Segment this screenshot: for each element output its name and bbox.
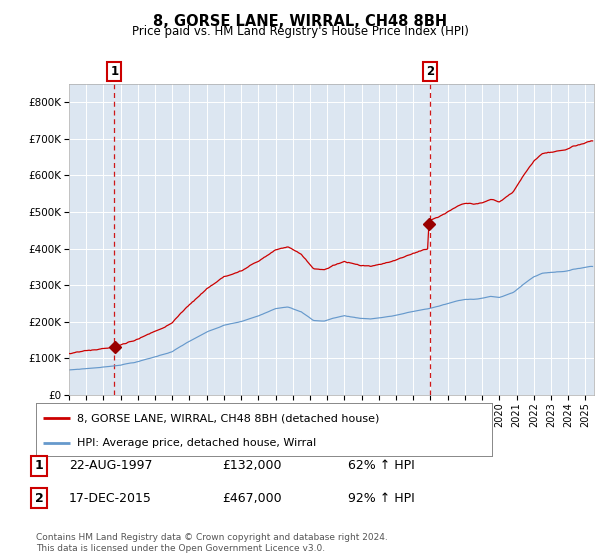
Text: £467,000: £467,000 [222, 492, 281, 505]
Text: 8, GORSE LANE, WIRRAL, CH48 8BH: 8, GORSE LANE, WIRRAL, CH48 8BH [153, 14, 447, 29]
Text: 62% ↑ HPI: 62% ↑ HPI [348, 459, 415, 473]
Text: Price paid vs. HM Land Registry's House Price Index (HPI): Price paid vs. HM Land Registry's House … [131, 25, 469, 38]
Text: 1: 1 [35, 459, 43, 473]
Text: 1: 1 [110, 66, 118, 78]
Text: £132,000: £132,000 [222, 459, 281, 473]
Text: 92% ↑ HPI: 92% ↑ HPI [348, 492, 415, 505]
Text: 8, GORSE LANE, WIRRAL, CH48 8BH (detached house): 8, GORSE LANE, WIRRAL, CH48 8BH (detache… [77, 413, 379, 423]
Text: HPI: Average price, detached house, Wirral: HPI: Average price, detached house, Wirr… [77, 438, 316, 448]
Text: 22-AUG-1997: 22-AUG-1997 [69, 459, 152, 473]
Text: 17-DEC-2015: 17-DEC-2015 [69, 492, 152, 505]
Text: 2: 2 [35, 492, 43, 505]
Text: 2: 2 [425, 66, 434, 78]
Text: Contains HM Land Registry data © Crown copyright and database right 2024.
This d: Contains HM Land Registry data © Crown c… [36, 533, 388, 553]
